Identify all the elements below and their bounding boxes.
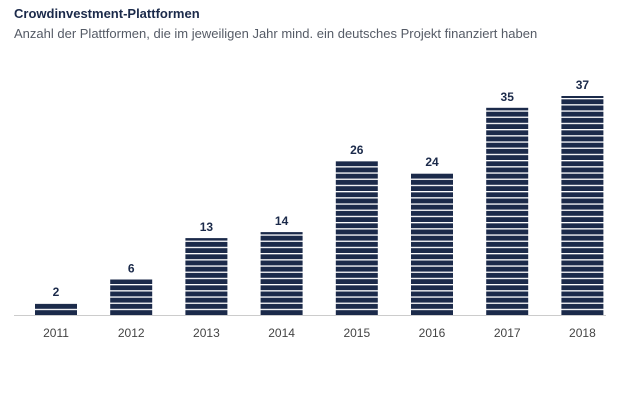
data-label-2013: 13 <box>200 220 214 234</box>
x-tick-label-2014: 2014 <box>268 326 295 340</box>
bar-2014 <box>260 232 303 315</box>
x-tick-label-2013: 2013 <box>193 326 220 340</box>
x-tick-label-2018: 2018 <box>569 326 596 340</box>
data-label-2012: 6 <box>128 262 135 276</box>
bar-2011 <box>35 303 77 315</box>
data-label-2014: 14 <box>275 214 289 228</box>
chart-title: Crowdinvestment-Plattformen <box>14 6 200 21</box>
bar-2016 <box>411 172 453 315</box>
bar-2013 <box>185 238 228 315</box>
data-label-2011: 2 <box>53 285 60 299</box>
data-label-2016: 24 <box>425 155 439 169</box>
x-tick-label-2012: 2012 <box>118 326 145 340</box>
x-tick-label-2015: 2015 <box>343 326 370 340</box>
bar-2017 <box>486 107 529 315</box>
data-label-2018: 37 <box>576 78 590 92</box>
bar-2015 <box>335 161 378 315</box>
bar-2012 <box>110 279 153 315</box>
x-tick-label-2011: 2011 <box>43 326 69 340</box>
x-tick-label-2017: 2017 <box>494 326 521 340</box>
bar-2018 <box>561 96 604 315</box>
chart-subtitle: Anzahl der Plattformen, die im jeweilige… <box>14 26 538 41</box>
data-label-2015: 26 <box>350 143 364 157</box>
x-tick-label-2016: 2016 <box>419 326 446 340</box>
data-label-2017: 35 <box>501 90 515 104</box>
